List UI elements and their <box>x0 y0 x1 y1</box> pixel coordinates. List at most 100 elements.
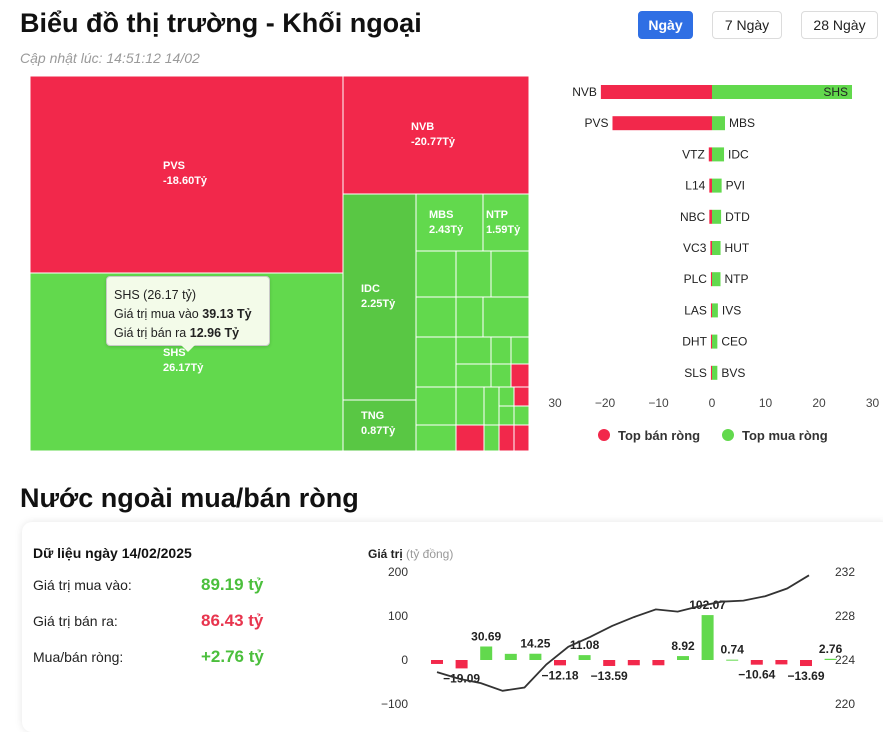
treemap-tile-ticker: TNG <box>361 410 384 422</box>
net-flow-card <box>22 522 883 732</box>
treemap-tile-value: 2.43Tỷ <box>429 224 464 236</box>
treemap-small-tile <box>482 296 530 338</box>
net-flow-data-label: 0.74 <box>721 643 745 657</box>
buy-ticker-label: PVI <box>726 179 745 193</box>
buy-bar <box>712 178 722 193</box>
net-flow-data-label: −13.69 <box>787 669 824 683</box>
sell-bar <box>710 303 712 318</box>
buy-value-label: Giá trị mua vào: <box>33 577 132 593</box>
top-net-bar-chart: NVB SHS PVS MBS VTZ IDC L14 PVI NBC DTD VC3 HUT PLC N… <box>548 85 879 443</box>
sell-ticker-label: NBC <box>680 210 706 224</box>
treemap-small-tile <box>510 336 530 365</box>
net-flow-bar <box>750 660 763 665</box>
treemap-tile-value: 1.59Tỷ <box>486 224 521 236</box>
index-line <box>436 574 810 692</box>
sell-ticker-label: VTZ <box>682 147 705 161</box>
y-axis-unit: (tỷ đồng) <box>406 547 453 561</box>
buy-ticker-label: BVS <box>721 366 745 380</box>
legend-label: Top mua ròng <box>742 428 828 443</box>
legend-marker <box>598 429 610 441</box>
net-flow-bar <box>775 660 788 665</box>
treemap-small-tile <box>490 250 530 298</box>
treemap-small-tile <box>483 424 500 451</box>
treemap-tile-idc <box>342 193 417 401</box>
net-flow-data-label: −13.59 <box>591 669 628 683</box>
sell-ticker-label: NVB <box>572 85 597 99</box>
treemap-tile-ticker: MBS <box>429 209 453 221</box>
treemap-tile-nvb <box>342 76 530 195</box>
treemap-small-tile <box>513 424 530 451</box>
net-flow-bar <box>627 660 640 666</box>
treemap-tile-value: 26.17Tỷ <box>163 362 204 374</box>
net-flow-bar <box>578 655 591 660</box>
x-tick-label: −10 <box>648 396 669 410</box>
buy-ticker-label: NTP <box>725 272 749 286</box>
y-tick-label: 0 <box>401 653 408 667</box>
buy-ticker-label: MBS <box>729 116 755 130</box>
net-flow-bar <box>480 646 493 660</box>
sell-bar <box>709 209 712 224</box>
treemap-small-tile <box>415 296 457 338</box>
treemap-small-tile <box>455 386 485 426</box>
treemap-small-tile <box>455 336 492 365</box>
net-flow-bar <box>554 660 566 666</box>
treemap-small-tile <box>490 336 512 365</box>
net-flow-bar <box>603 660 616 666</box>
sell-bar <box>710 334 712 349</box>
tooltip-buy-label: Giá trị mua vào <box>114 307 199 321</box>
net-flow-bar <box>504 653 517 660</box>
net-flow-data-label: 2.76 <box>819 642 843 656</box>
y-tick-label: 200 <box>388 565 408 579</box>
sell-bar <box>612 116 712 131</box>
treemap-small-tile <box>455 296 484 338</box>
y-axis-title: Giá trị <box>368 547 403 561</box>
tab-28-days[interactable]: 28 Ngày <box>801 11 878 39</box>
treemap-small-tile <box>455 363 492 388</box>
treemap-tile-value: -18.60Tỷ <box>163 175 208 187</box>
sell-bar <box>708 147 712 162</box>
net-flow-bar <box>824 658 837 660</box>
sell-bar <box>600 85 712 99</box>
net-flow-bar <box>800 660 812 667</box>
y-tick-label: −100 <box>381 697 408 711</box>
net-flow-data-label: 8.92 <box>671 639 695 653</box>
treemap-small-tile <box>415 386 457 426</box>
buy-bar <box>712 303 718 318</box>
buy-bar <box>712 334 718 349</box>
treemap-tile-ticker: NVB <box>411 121 434 133</box>
sell-value-label: Giá trị bán ra: <box>33 613 118 629</box>
sell-ticker-label: PLC <box>684 272 708 286</box>
treemap-small-tile <box>455 250 492 298</box>
treemap-tooltip: SHS (26.17 tỷ) Giá trị mua vào 39.13 Tỷ … <box>106 276 270 346</box>
treemap-tile-value: 0.87Tỷ <box>361 425 396 437</box>
buy-ticker-label: IDC <box>728 147 749 161</box>
buy-ticker-label: DTD <box>725 210 750 224</box>
buy-bar <box>712 241 721 255</box>
tooltip-title: SHS (26.17 tỷ) <box>114 288 196 302</box>
treemap-tile-pvs <box>30 76 344 274</box>
buy-value: 89.19 tỷ <box>201 575 264 594</box>
buy-bar <box>712 209 722 224</box>
treemap-small-tile <box>415 424 457 451</box>
tab-7-days[interactable]: 7 Ngày <box>712 11 782 39</box>
treemap-small-tile <box>483 386 500 426</box>
treemap-small-tile <box>498 386 515 407</box>
treemap-small-tile <box>498 405 515 426</box>
x-tick-label: −30 <box>548 396 562 410</box>
treemap-small-tile <box>510 363 530 388</box>
y2-tick-label: 224 <box>835 653 855 667</box>
buy-ticker-label: HUT <box>725 241 750 255</box>
net-flow-data-label: 11.08 <box>570 638 600 652</box>
treemap-tile-ticker: PVS <box>163 160 185 172</box>
tab-day[interactable]: Ngày <box>638 11 693 39</box>
page-title: Biểu đồ thị trường - Khối ngoại <box>20 8 422 38</box>
sell-ticker-label: SLS <box>684 366 707 380</box>
treemap-small-tile <box>498 424 515 451</box>
net-flow-combo-chart: Giá trị (tỷ đồng) −100 0 100 200 220 224 228 232 −… <box>368 547 855 711</box>
x-tick-label: −20 <box>595 396 616 410</box>
updated-timestamp: Cập nhật lúc: 14:51:12 14/02 <box>20 50 200 66</box>
sell-ticker-label: DHT <box>682 335 707 349</box>
sell-bar <box>710 241 712 255</box>
treemap-tile-ticker: NTP <box>486 209 508 221</box>
net-flow-data-label: 14.25 <box>520 637 550 651</box>
